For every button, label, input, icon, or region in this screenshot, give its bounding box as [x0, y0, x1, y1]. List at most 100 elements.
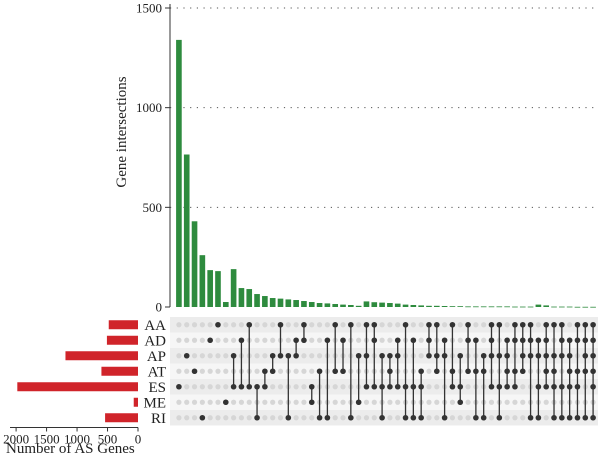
intersection-bar: [348, 305, 354, 307]
matrix-dot-active: [488, 352, 495, 359]
matrix-dot-inactive: [223, 368, 229, 374]
matrix-dot-active: [551, 321, 557, 328]
matrix-dot-inactive: [238, 415, 245, 421]
matrix-dot-inactive: [199, 322, 205, 328]
matrix-dot-active: [371, 383, 378, 390]
matrix-dot-active: [519, 368, 526, 375]
matrix-dot-inactive: [262, 399, 268, 405]
matrix-dot-active: [371, 337, 378, 344]
matrix-dot-active: [230, 352, 237, 359]
matrix-dot-inactive: [184, 384, 190, 390]
matrix-dot-active: [480, 414, 487, 421]
matrix-dot-active: [496, 414, 503, 421]
matrix-dot-inactive: [215, 337, 221, 343]
intersection-bar: [535, 304, 542, 307]
matrix-dot-active: [254, 383, 260, 390]
set-size-bar: [108, 320, 138, 330]
matrix-dot-active: [535, 414, 542, 421]
matrix-dot-inactive: [176, 415, 182, 421]
matrix-dot-inactive: [184, 399, 190, 405]
intersection-bar: [426, 305, 432, 307]
matrix-dot-active: [590, 321, 596, 328]
intersection-bar: [496, 306, 503, 308]
set-label: ES: [148, 380, 166, 396]
matrix-dot-active: [480, 368, 487, 375]
matrix-dot-active: [457, 399, 464, 406]
x-axis-title: Number of AS Genes: [6, 441, 135, 457]
matrix-dot-active: [433, 321, 440, 328]
matrix-dot-inactive: [457, 415, 463, 421]
matrix-dot-active: [269, 352, 276, 359]
intersection-bar: [418, 305, 424, 307]
matrix-dot-inactive: [238, 399, 245, 405]
matrix-dot-active: [473, 337, 479, 344]
intersection-bar: [371, 302, 378, 307]
matrix-dot-active: [262, 383, 268, 390]
matrix-dot-active: [324, 337, 331, 344]
intersection-bar: [449, 306, 456, 308]
matrix-dot-active: [371, 321, 378, 328]
matrix-dot-inactive: [254, 368, 260, 374]
intersection-bar: [402, 304, 409, 307]
matrix-dot-inactive: [176, 368, 182, 374]
matrix-dot-inactive: [223, 415, 229, 421]
matrix-dot-inactive: [340, 399, 346, 405]
matrix-dot-active: [293, 352, 299, 359]
matrix-dot-inactive: [207, 353, 213, 359]
matrix-dot-active: [363, 352, 370, 359]
matrix-dot-active: [512, 337, 518, 344]
matrix-dot-active: [590, 414, 596, 421]
matrix-dot-active: [519, 352, 526, 359]
matrix-dot-active: [410, 414, 417, 421]
matrix-dot-active: [308, 399, 315, 406]
matrix-dot-active: [582, 352, 589, 359]
matrix-dot-inactive: [520, 399, 526, 405]
matrix-dot-active: [488, 383, 495, 390]
matrix-dot-inactive: [231, 399, 237, 405]
matrix-dot-inactive: [207, 415, 213, 421]
matrix-dot-inactive: [231, 322, 237, 328]
matrix-dot-active: [332, 368, 339, 375]
matrix-dot-inactive: [316, 337, 323, 343]
matrix-dot-inactive: [379, 322, 385, 328]
matrix-dot-active: [230, 383, 237, 390]
matrix-dot-inactive: [184, 322, 190, 328]
intersection-bar: [363, 301, 370, 307]
matrix-dot-active: [496, 352, 503, 359]
matrix-dot-active: [387, 352, 393, 359]
intersection-bar: [551, 306, 557, 308]
intersection-bar: [285, 299, 292, 307]
matrix-dot-inactive: [223, 384, 229, 390]
matrix-dot-inactive: [340, 384, 346, 390]
matrix-dot-active: [504, 368, 510, 375]
matrix-dot-inactive: [567, 322, 573, 328]
matrix-dot-inactive: [199, 368, 205, 374]
matrix-dot-active: [418, 414, 424, 421]
matrix-dot-inactive: [301, 368, 307, 374]
matrix-dot-inactive: [293, 415, 299, 421]
matrix-dot-inactive: [340, 415, 346, 421]
matrix-dot-active: [301, 337, 307, 344]
matrix-dot-active: [551, 414, 557, 421]
matrix-dot-active: [559, 321, 565, 328]
matrix-dot-active: [582, 414, 589, 421]
intersection-bar: [277, 298, 284, 307]
intersection-bar: [199, 255, 206, 307]
intersection-bar: [215, 271, 221, 307]
matrix-dot-active: [254, 414, 260, 421]
matrix-dot-inactive: [324, 322, 330, 328]
matrix-dot-inactive: [199, 384, 205, 390]
matrix-dot-inactive: [301, 415, 307, 421]
matrix-dot-inactive: [176, 353, 182, 359]
set-axis-tick-label: 0: [135, 432, 142, 447]
matrix-dot-active: [559, 383, 565, 390]
matrix-dot-active: [301, 321, 307, 328]
matrix-dot-active: [191, 368, 198, 375]
matrix-dot-active: [441, 337, 448, 344]
matrix-dot-inactive: [223, 353, 229, 359]
matrix-dot-inactive: [309, 353, 315, 359]
matrix-dot-inactive: [340, 322, 346, 328]
matrix-dot-active: [269, 368, 276, 375]
matrix-dot-inactive: [262, 415, 268, 421]
matrix-dot-active: [512, 368, 518, 375]
